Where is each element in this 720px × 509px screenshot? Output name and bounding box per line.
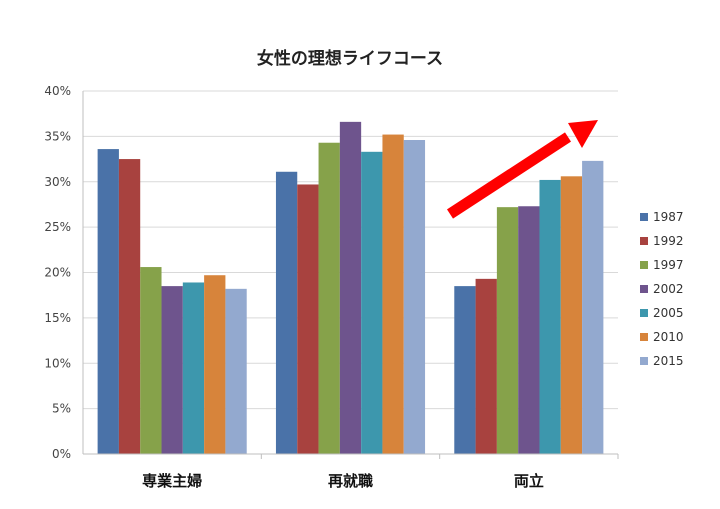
legend-swatch-1997 [640,261,648,269]
legend: 1987 1992 1997 2002 2005 2010 2015 [640,210,684,368]
y-tick-label: 30% [44,175,71,189]
x-category-label: 両立 [514,472,544,490]
trend-arrow [446,120,598,219]
bar-2015-0 [225,288,247,454]
legend-swatch-2010 [640,333,648,341]
bar-2002-2 [518,206,540,454]
x-category-label: 再就職 [328,472,373,490]
bar-1997-0 [140,267,162,454]
chart-title: 女性の理想ライフコース [257,48,443,69]
legend-swatch-2015 [640,357,648,365]
legend-label: 2010 [653,330,684,344]
legend-label: 2005 [653,306,684,320]
bar-2010-2 [560,176,583,454]
legend-label: 1987 [653,210,684,224]
bar-1992-1 [297,184,319,454]
y-tick-label: 0% [52,447,71,461]
bar-1987-1 [275,171,298,454]
legend-label: 2002 [653,282,684,296]
y-tick-label: 20% [44,266,71,280]
legend-label: 2015 [653,354,684,368]
y-tick-label: 10% [44,356,71,370]
y-tick-label: 15% [44,311,71,325]
legend-swatch-2005 [640,309,648,317]
arrow-shaft [446,132,572,219]
y-tick-label: 40% [44,84,71,98]
bar-1992-2 [475,278,497,454]
bar-2005-1 [361,151,383,455]
bar-2010-0 [204,275,226,454]
bar-2002-0 [161,286,183,454]
legend-swatch-1987 [640,213,648,221]
bar-1992-0 [118,159,141,454]
arrow-head [568,120,598,148]
legend-label: 1992 [653,234,684,248]
bar-2015-1 [403,140,426,454]
legend-swatch-1992 [640,237,648,245]
y-tick-label: 35% [44,129,71,143]
bar-1997-1 [318,142,340,455]
bar-2005-0 [182,282,205,454]
bar-2002-1 [339,121,362,454]
legend-label: 1997 [653,258,684,272]
axes: 0% 5% 10% 15% 20% 25% 30% 35% 40% 専業主婦 再就職 両立 [44,84,619,490]
bar-2015-2 [582,160,604,454]
bar-2005-2 [539,179,561,454]
y-tick-label: 5% [52,402,71,416]
y-tick-label: 25% [44,220,71,234]
x-category-label: 専業主婦 [142,472,202,490]
bar-1987-0 [97,149,119,454]
legend-swatch-2002 [640,285,648,293]
bar-2010-1 [382,134,404,454]
bar-1997-2 [496,207,519,454]
bars [97,121,604,455]
bar-1987-2 [454,286,476,454]
